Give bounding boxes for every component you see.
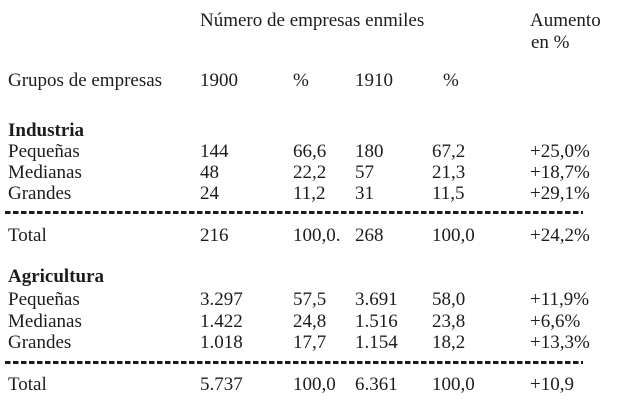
row-label: Grandes: [8, 332, 72, 353]
cell-1910: 6.361: [355, 374, 398, 395]
cell-pct-1910: 23,8: [432, 311, 466, 332]
cell-1900: 48: [200, 162, 219, 183]
table-row-industria-medianas: Medianas 48 22,2 57 21,3 +18,7%: [0, 162, 617, 183]
cell-pct-1900: 22,2: [293, 162, 327, 183]
column-header-1900: 1900: [200, 70, 238, 91]
cell-pct-1910: 100,0: [432, 225, 475, 246]
dashed-separator: [5, 211, 583, 214]
cell-change: +10,9: [530, 374, 574, 395]
cell-1910: 31: [355, 183, 374, 204]
cell-pct-1900: 66,6: [293, 141, 327, 162]
cell-1900: 1.018: [200, 332, 243, 353]
aumento-header-line2: en %: [531, 32, 570, 53]
cell-1910: 180: [355, 141, 384, 162]
table-row-agricultura-medianas: Medianas 1.422 24,8 1.516 23,8 +6,6%: [0, 311, 617, 332]
cell-1900: 3.297: [200, 289, 243, 310]
table-row-agricultura-grandes: Grandes 1.018 17,7 1.154 18,2 +13,3%: [0, 332, 617, 353]
column-header-pct-1910: %: [443, 70, 459, 91]
cell-1900: 5.737: [200, 374, 243, 395]
cell-change: +11,9%: [530, 289, 590, 310]
dashed-separator: [5, 361, 583, 364]
cell-change: +6,6%: [530, 311, 581, 332]
row-label: Total: [8, 374, 47, 395]
cell-pct-1900: 24,8: [293, 311, 327, 332]
cell-pct-1900: 17,7: [293, 332, 327, 353]
section-title-industria: Industria: [8, 120, 85, 141]
group-title: Número de empresas enmiles: [200, 10, 425, 31]
row-label: Pequeñas: [8, 289, 80, 310]
table-row-industria-total: Total 216 100,0. 268 100,0 +24,2%: [0, 225, 617, 246]
cell-change: +18,7%: [530, 162, 590, 183]
cell-pct-1910: 18,2: [432, 332, 466, 353]
cell-1910: 1.154: [355, 332, 398, 353]
table-row-agricultura-pequenas: Pequeñas 3.297 57,5 3.691 58,0 +11,9%: [0, 289, 617, 310]
column-header-pct-1900: %: [293, 70, 309, 91]
table-row-agricultura-total: Total 5.737 100,0 6.361 100,0 +10,9: [0, 374, 617, 395]
cell-pct-1900: 57,5: [293, 289, 327, 310]
cell-1910: 1.516: [355, 311, 398, 332]
row-label: Medianas: [8, 162, 82, 183]
row-label: Total: [8, 225, 47, 246]
cell-change: +24,2%: [530, 225, 590, 246]
column-header-row: Grupos de empresas 1900 % 1910 %: [0, 70, 617, 91]
column-header-groups: Grupos de empresas: [8, 70, 163, 91]
cell-pct-1910: 58,0: [432, 289, 466, 310]
table-row-industria-grandes: Grandes 24 11,2 31 11,5 +29,1%: [0, 183, 617, 204]
cell-pct-1910: 100,0: [432, 374, 475, 395]
cell-1900: 1.422: [200, 311, 243, 332]
cell-1910: 268: [355, 225, 384, 246]
row-label: Medianas: [8, 311, 82, 332]
row-label: Grandes: [8, 183, 72, 204]
cell-pct-1910: 67,2: [432, 141, 466, 162]
cell-change: +13,3%: [530, 332, 590, 353]
cell-1910: 3.691: [355, 289, 398, 310]
cell-change: +29,1%: [530, 183, 590, 204]
cell-pct-1900: 100,0: [293, 374, 336, 395]
section-title-agricultura: Agricultura: [8, 266, 105, 287]
column-header-1910: 1910: [355, 70, 393, 91]
cell-1900: 24: [200, 183, 219, 204]
cell-pct-1910: 21,3: [432, 162, 466, 183]
cell-pct-1910: 11,5: [432, 183, 465, 204]
cell-1900: 216: [200, 225, 229, 246]
cell-pct-1900: 11,2: [293, 183, 326, 204]
table-row-industria-pequenas: Pequeñas 144 66,6 180 67,2 +25,0%: [0, 141, 617, 162]
aumento-header-line1: Aumento: [530, 10, 601, 31]
cell-pct-1900: 100,0.: [293, 225, 341, 246]
row-label: Pequeñas: [8, 141, 80, 162]
cell-1900: 144: [200, 141, 229, 162]
cell-change: +25,0%: [530, 141, 590, 162]
cell-1910: 57: [355, 162, 374, 183]
